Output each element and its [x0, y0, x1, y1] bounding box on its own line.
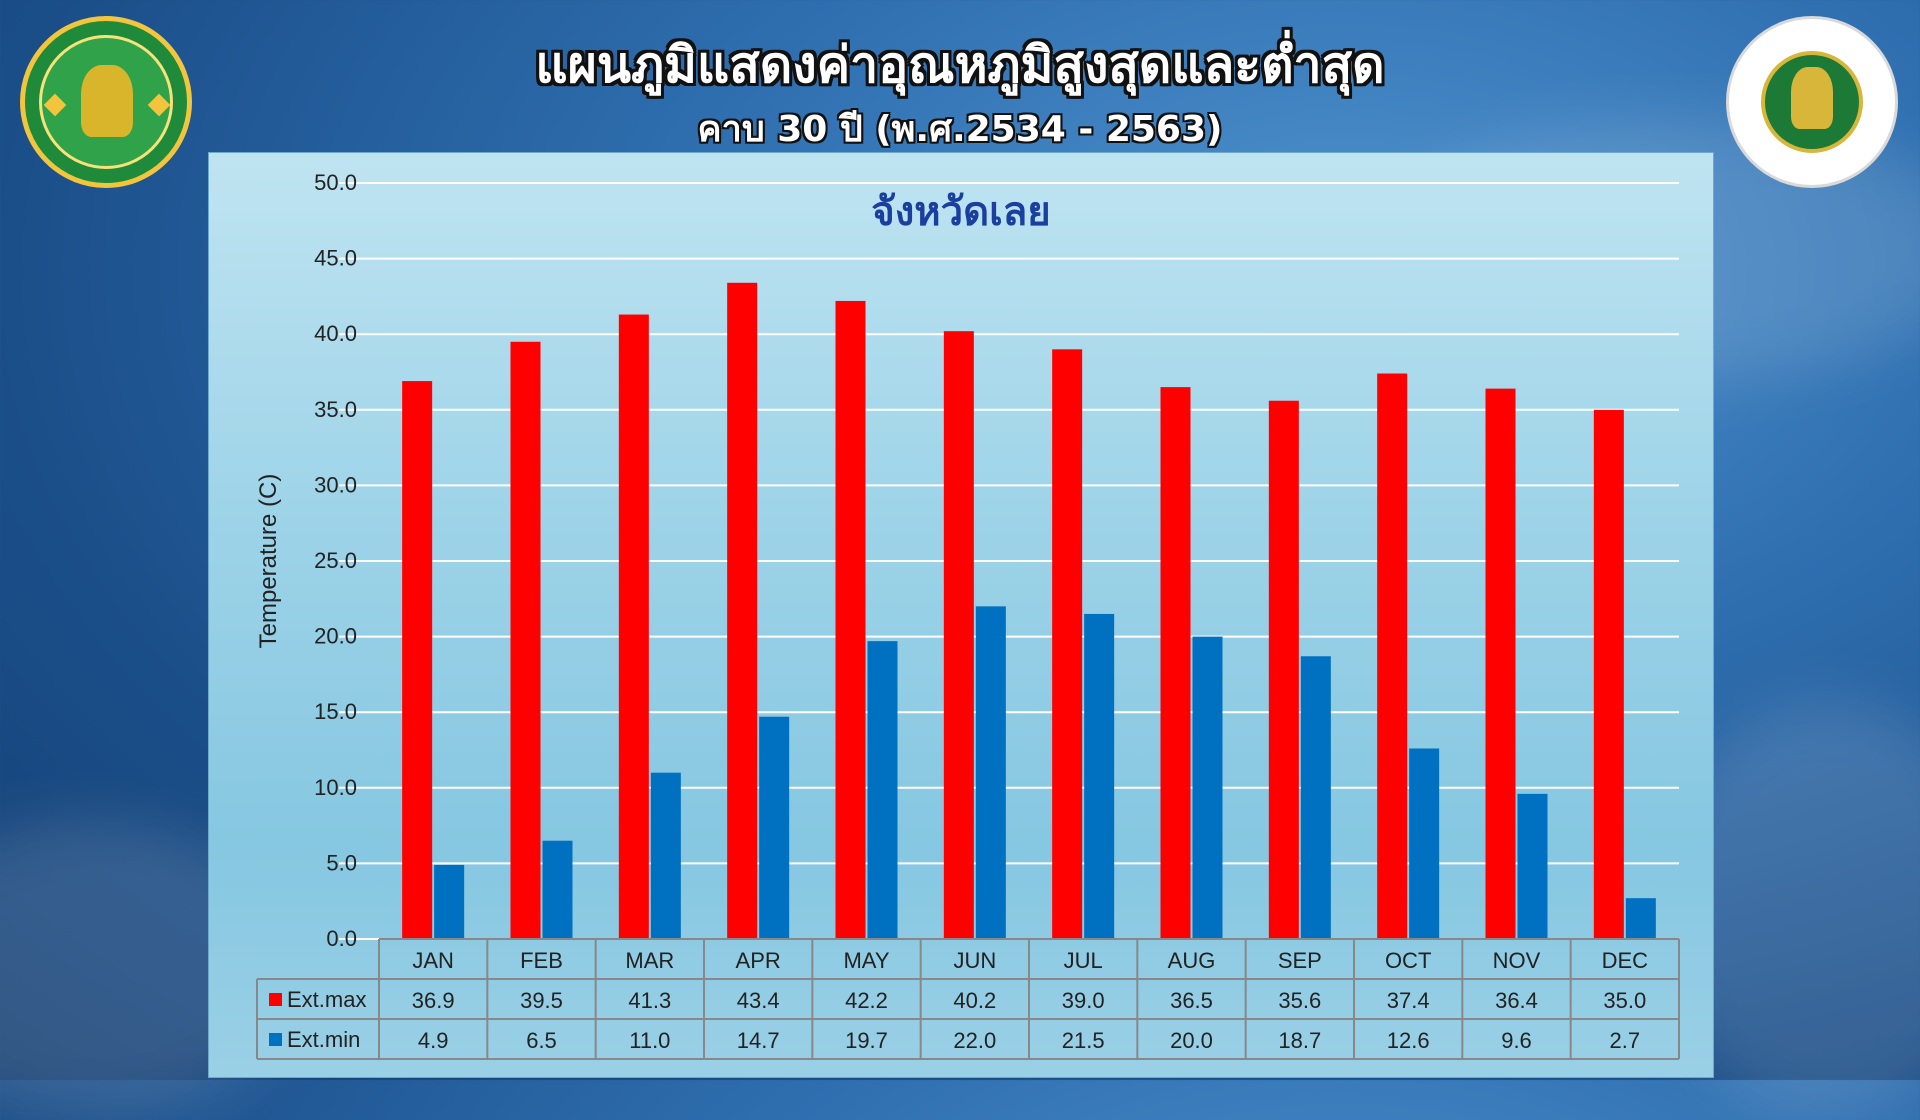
x-category-label: SEP — [1278, 948, 1322, 973]
page-subtitle: คาบ 30 ปี (พ.ศ.2534 - 2563) — [697, 109, 1223, 150]
chart-title: จังหวัดเลย — [871, 189, 1051, 235]
data-table-value: 19.7 — [845, 1028, 888, 1053]
data-table-value: 35.6 — [1278, 988, 1321, 1013]
bar-extmin-oct — [1409, 748, 1440, 939]
data-table-value: 21.5 — [1062, 1028, 1105, 1053]
y-tick-label: 10.0 — [314, 775, 357, 800]
y-tick-label: 15.0 — [314, 699, 357, 724]
bar-extmax-nov — [1485, 388, 1516, 939]
data-table-value: 11.0 — [629, 1028, 670, 1053]
bar-extmax-jan — [402, 381, 433, 939]
data-table-value: 36.9 — [412, 988, 455, 1013]
bar-extmin-jan — [434, 864, 465, 939]
y-tick-label: 5.0 — [326, 850, 357, 875]
x-category-label: JAN — [412, 948, 454, 973]
y-axis-label: Temperature (C) — [255, 474, 282, 649]
bar-extmin-jun — [975, 606, 1006, 939]
data-table-value: 9.6 — [1501, 1028, 1532, 1053]
y-tick-label: 50.0 — [314, 170, 357, 195]
x-category-label: JUN — [953, 948, 996, 973]
data-table-value: 36.4 — [1495, 988, 1538, 1013]
bar-extmin-may — [867, 641, 898, 939]
x-category-label: MAR — [625, 948, 674, 973]
bar-extmax-aug — [1160, 387, 1191, 939]
x-category-label: OCT — [1385, 948, 1431, 973]
bar-extmax-may — [835, 300, 866, 939]
legend-swatch — [269, 1033, 282, 1046]
ministry-digital-economy-logo — [1726, 16, 1898, 188]
y-tick-label: 45.0 — [314, 246, 357, 271]
y-tick-label: 25.0 — [314, 548, 357, 573]
bar-extmin-jul — [1084, 613, 1115, 939]
data-table-value: 42.2 — [845, 988, 888, 1013]
x-category-label: APR — [736, 948, 781, 973]
page-title: แผนภูมิแสดงค่าอุณหภูมิสูงสุดและต่ำสุด — [535, 36, 1385, 94]
y-tick-label: 0.0 — [326, 926, 357, 951]
bar-extmax-sep — [1268, 400, 1299, 939]
legend-swatch — [269, 993, 282, 1006]
data-table-value: 37.4 — [1387, 988, 1430, 1013]
data-table-value: 36.5 — [1170, 988, 1213, 1013]
bar-extmax-mar — [618, 314, 649, 939]
bar-extmax-feb — [510, 341, 541, 939]
data-table-value: 6.5 — [526, 1028, 557, 1053]
data-table-value: 41.3 — [628, 988, 671, 1013]
bar-extmax-oct — [1377, 373, 1408, 940]
chart-panel: จังหวัดเลย 0.0 5.0 10.0 15.0 20.0 25.0 30.0 35.… — [208, 152, 1714, 1078]
bar-extmax-jun — [943, 331, 974, 939]
data-table-value: 39.0 — [1062, 988, 1105, 1013]
data-table-value: 39.5 — [520, 988, 563, 1013]
bar-chart: 0.0 5.0 10.0 15.0 20.0 25.0 30.0 35.0 40.0 45.0 50… — [255, 170, 1680, 1060]
data-table-value: 2.7 — [1610, 1028, 1641, 1053]
bar-extmin-feb — [542, 840, 573, 939]
x-category-label: AUG — [1168, 948, 1216, 973]
y-tick-label: 40.0 — [314, 321, 357, 346]
y-tick-label: 30.0 — [314, 472, 357, 497]
x-category-label: NOV — [1493, 948, 1541, 973]
meteorological-department-logo — [20, 16, 192, 188]
x-category-label: FEB — [520, 948, 563, 973]
x-category-label: JUL — [1064, 948, 1103, 973]
x-category-label: DEC — [1602, 948, 1649, 973]
bar-extmax-dec — [1593, 409, 1624, 939]
data-table-value: 35.0 — [1603, 988, 1646, 1013]
bar-extmin-dec — [1625, 898, 1656, 939]
data-table-value: 4.9 — [418, 1028, 449, 1053]
y-tick-label: 20.0 — [314, 624, 357, 649]
bar-extmin-apr — [759, 716, 790, 939]
data-table-value: 43.4 — [737, 988, 780, 1013]
bar-extmin-aug — [1192, 636, 1223, 939]
data-table-value: 14.7 — [737, 1028, 780, 1053]
bar-extmax-jul — [1052, 349, 1083, 939]
data-table-value: 20.0 — [1170, 1028, 1213, 1053]
bar-extmin-mar — [650, 772, 681, 939]
bar-extmax-apr — [727, 282, 758, 939]
data-table-value: 22.0 — [953, 1028, 996, 1053]
data-table-value: 18.7 — [1278, 1028, 1321, 1053]
y-tick-label: 35.0 — [314, 397, 357, 422]
bar-extmin-sep — [1300, 656, 1331, 939]
x-category-label: MAY — [843, 948, 889, 973]
bar-extmin-nov — [1517, 793, 1548, 939]
legend-label: Ext.min — [287, 1027, 360, 1052]
data-table-value: 40.2 — [953, 988, 996, 1013]
legend-label: Ext.max — [287, 987, 366, 1012]
data-table-value: 12.6 — [1387, 1028, 1430, 1053]
